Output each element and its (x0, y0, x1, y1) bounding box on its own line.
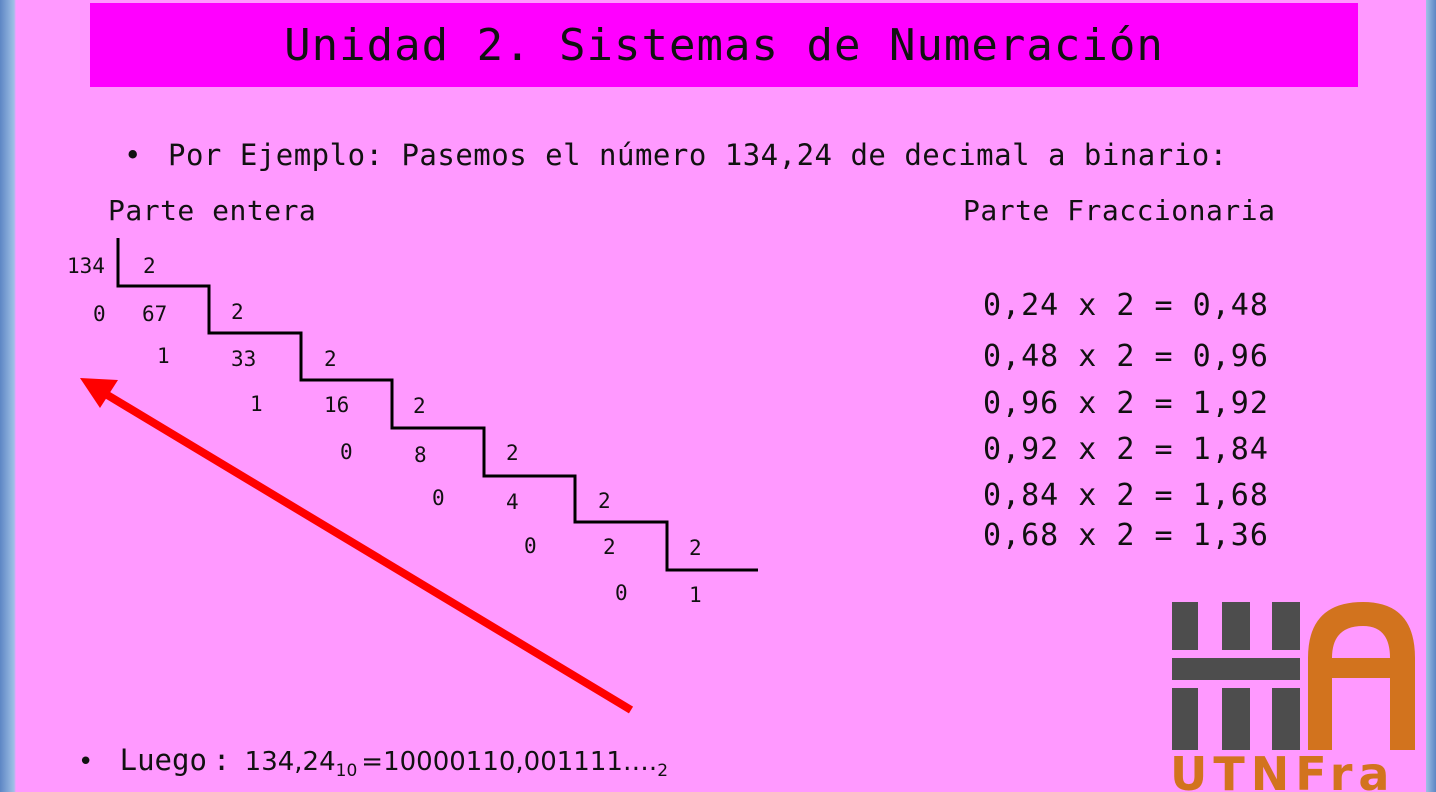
remainder-1: 1 (157, 344, 170, 368)
conclusion-label: Luego (119, 743, 207, 777)
division-staircase (116, 238, 758, 572)
fractional-part-heading: Parte Fraccionaria (963, 194, 1276, 227)
binary-value: 10000110,001111…. (383, 747, 658, 777)
conclusion-bullet: • (78, 747, 94, 777)
divisor-3: 2 (413, 394, 426, 418)
dividend-1: 67 (142, 302, 168, 326)
fraction-row-5: 0,84 x 2 = 1,68 (983, 478, 1269, 513)
fraction-row-4: 0,92 x 2 = 1,84 (983, 432, 1269, 467)
fraction-row-6: 0,68 x 2 = 1,36 (983, 518, 1269, 553)
fraction-row-1: 0,24 x 2 = 0,48 (983, 288, 1269, 323)
utnfra-logo: UTNFra (1170, 602, 1415, 792)
divisor-5: 2 (598, 489, 611, 513)
dividend-5: 4 (506, 490, 519, 514)
utn-symbol (1172, 602, 1300, 750)
divisor-2: 2 (324, 347, 337, 371)
remainder-3: 0 (340, 440, 353, 464)
divisor-6: 2 (689, 536, 702, 560)
divisor-0: 2 (143, 254, 156, 278)
divisor-1: 2 (231, 300, 244, 324)
slide-title: Unidad 2. Sistemas de Numeración (284, 19, 1164, 71)
integer-part-heading: Parte entera (108, 194, 317, 227)
intro-bullet: • (124, 138, 142, 172)
remainder-6: 0 (615, 581, 628, 605)
red-arrow (80, 378, 634, 714)
conclusion-colon: : (212, 743, 231, 777)
remainder-5: 0 (524, 534, 537, 558)
intro-text: Por Ejemplo: Pasemos el número 134,24 de… (168, 138, 1228, 172)
dividend-2: 33 (231, 347, 257, 371)
remainder-4: 0 (432, 486, 445, 510)
conclusion-line: • Luego: 134,2410 =10000110,001111….2 (78, 743, 668, 781)
fraction-row-2: 0,48 x 2 = 0,96 (983, 339, 1269, 374)
dividend-0: 134 (67, 254, 105, 278)
binary-base: 2 (657, 761, 669, 781)
final-quotient: 1 (689, 583, 702, 607)
dividend-4: 8 (414, 443, 427, 467)
title-bar: Unidad 2. Sistemas de Numeración (90, 3, 1358, 87)
dividend-3: 16 (324, 393, 350, 417)
remainder-2: 1 (250, 392, 263, 416)
decimal-value: 134,24 (244, 747, 336, 777)
fra-arch (1308, 602, 1415, 750)
equals-sign: = (361, 747, 384, 777)
dividend-6: 2 (603, 535, 616, 559)
divisor-4: 2 (506, 441, 519, 465)
decimal-base: 10 (335, 761, 358, 781)
remainder-0: 0 (93, 302, 106, 326)
logo-text: UTNFra (1170, 747, 1395, 792)
fraction-row-3: 0,96 x 2 = 1,92 (983, 386, 1269, 421)
